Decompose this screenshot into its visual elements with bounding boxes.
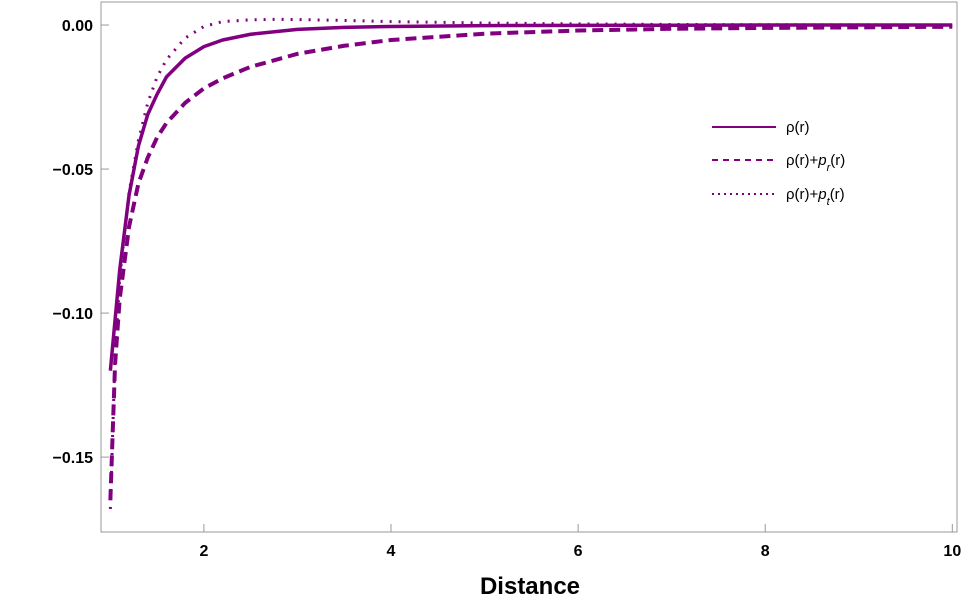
y-tick-label: −0.05 <box>53 162 94 179</box>
series-line-dashed <box>108 24 953 501</box>
legend-label-rho-plus-pt-suffix: (r) <box>830 186 845 203</box>
legend-label-rho-plus-pt: ρ(r)+pt(r) <box>786 186 845 208</box>
series-layer <box>108 17 953 510</box>
plot-frame <box>100 1 958 533</box>
x-axis-title: Distance <box>480 573 580 600</box>
y-tick-label: −0.15 <box>53 450 94 467</box>
series-line-solid <box>108 23 953 371</box>
x-tick-label: 2 <box>199 543 208 560</box>
series-line-dotted <box>108 17 953 510</box>
x-tick-label: 6 <box>574 543 583 560</box>
legend-label-rho: ρ(r) <box>786 119 810 136</box>
y-tick-label: 0.00 <box>62 18 93 35</box>
legend-label-rho-plus-pt-p: p <box>817 186 826 203</box>
legend-label-rho-plus-pt-subscript: t <box>827 196 831 208</box>
legend-label-rho-plus-pr-subscript: r <box>827 162 832 174</box>
legend-label-rho-plus-pt-prefix: ρ(r)+ <box>786 186 819 203</box>
legend: ρ(r) ρ(r)+pr(r) ρ(r)+pt(r) <box>712 119 845 208</box>
legend-label-rho-plus-pr: ρ(r)+pr(r) <box>786 152 845 174</box>
y-tick-label: −0.10 <box>53 306 94 323</box>
legend-label-rho-plus-pr-p: p <box>817 152 826 169</box>
x-tick-label: 8 <box>761 543 770 560</box>
y-axis-ticks: 0.00 −0.05 −0.10 −0.15 <box>53 18 109 467</box>
x-tick-label: 4 <box>387 543 396 560</box>
x-axis-ticks: 2 4 6 8 10 <box>199 524 961 560</box>
legend-label-rho-plus-pr-prefix: ρ(r)+ <box>786 152 819 169</box>
x-tick-label: 10 <box>943 543 961 560</box>
legend-label-rho-plus-pr-suffix: (r) <box>830 152 845 169</box>
